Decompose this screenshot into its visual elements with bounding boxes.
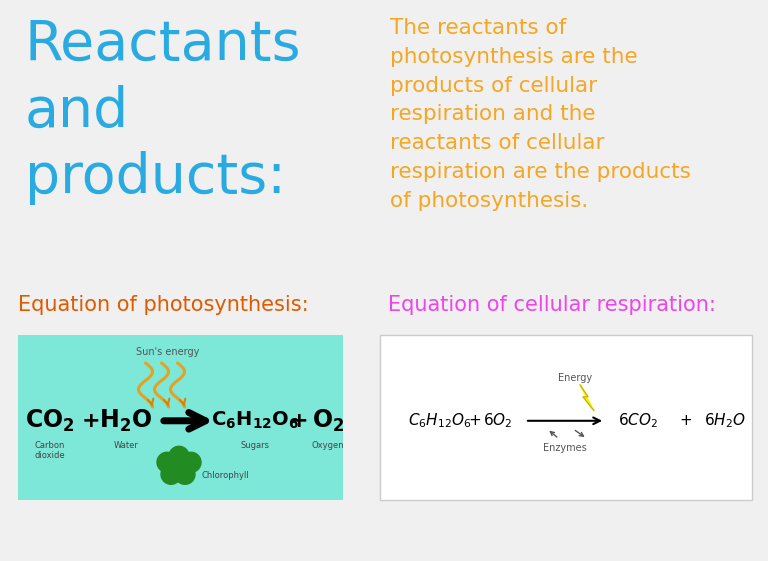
Text: $6CO_2$: $6CO_2$ [618, 411, 658, 430]
Text: Chlorophyll: Chlorophyll [201, 471, 249, 480]
Text: Reactants
and
products:: Reactants and products: [25, 18, 302, 205]
Text: Sun's energy: Sun's energy [136, 347, 199, 357]
Text: $\mathbf{C_6H_{12}O_6}$: $\mathbf{C_6H_{12}O_6}$ [211, 410, 299, 431]
Text: $\mathbf{+}$: $\mathbf{+}$ [289, 411, 307, 431]
Text: Energy: Energy [558, 373, 592, 383]
Polygon shape [580, 385, 594, 411]
Circle shape [157, 452, 177, 472]
Circle shape [161, 465, 181, 484]
Circle shape [169, 447, 189, 466]
Text: Carbon
dioxide: Carbon dioxide [35, 441, 65, 460]
Text: Oxygen: Oxygen [312, 441, 344, 450]
FancyBboxPatch shape [18, 335, 343, 500]
Text: The reactants of
photosynthesis are the
products of cellular
respiration and the: The reactants of photosynthesis are the … [390, 18, 691, 211]
Text: $+\, 6O_2$: $+\, 6O_2$ [468, 411, 512, 430]
Text: Enzymes: Enzymes [543, 443, 587, 453]
Circle shape [175, 465, 195, 484]
Text: Equation of photosynthesis:: Equation of photosynthesis: [18, 295, 309, 315]
Text: $\mathbf{H_2O}$: $\mathbf{H_2O}$ [99, 408, 153, 434]
Text: Sugars: Sugars [240, 441, 270, 450]
FancyBboxPatch shape [380, 335, 752, 500]
Text: $6H_2O$: $6H_2O$ [704, 411, 746, 430]
Text: $\mathbf{+}$: $\mathbf{+}$ [81, 411, 99, 431]
Text: Equation of cellular respiration:: Equation of cellular respiration: [388, 295, 716, 315]
Text: $\mathbf{O_2}$: $\mathbf{O_2}$ [312, 408, 344, 434]
Circle shape [181, 452, 201, 472]
Text: $+$: $+$ [680, 413, 693, 428]
Text: $C_6H_{12}O_6$: $C_6H_{12}O_6$ [409, 411, 472, 430]
Text: $\mathbf{CO_2}$: $\mathbf{CO_2}$ [25, 408, 74, 434]
Text: Water: Water [114, 441, 138, 450]
